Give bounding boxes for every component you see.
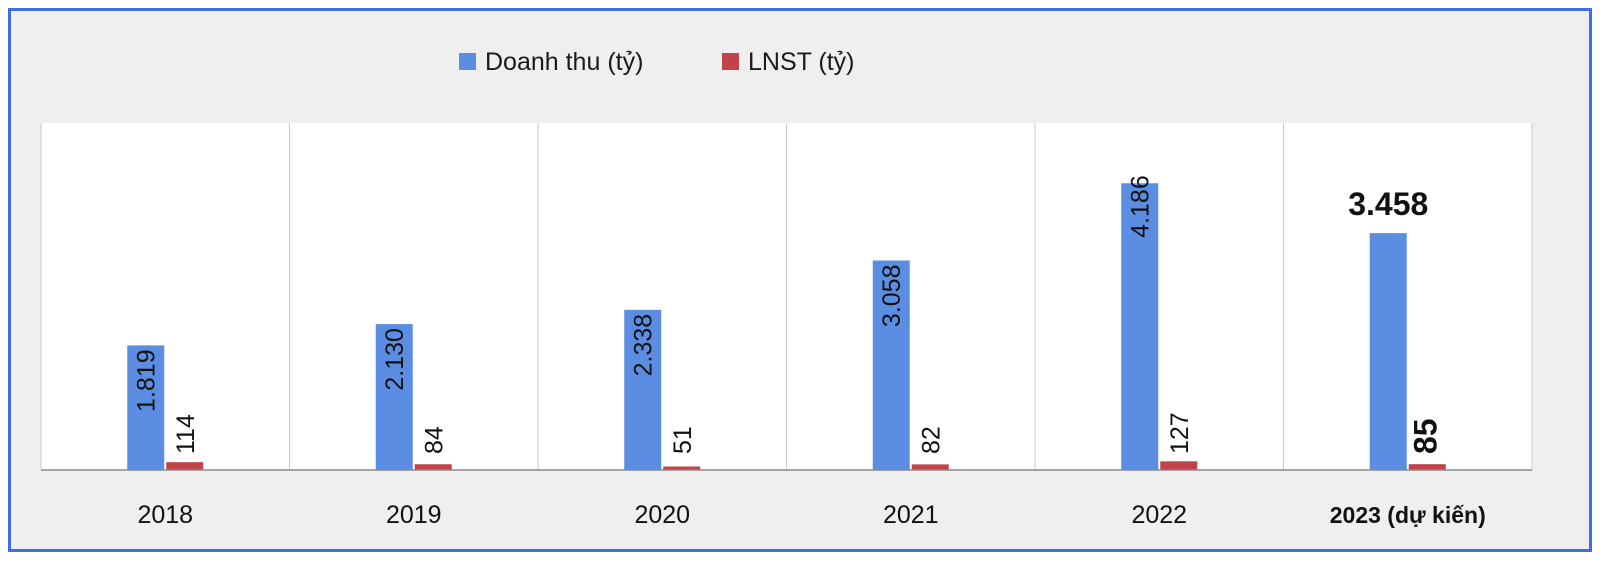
bar-doanh-thu xyxy=(1121,183,1159,470)
bar-doanh-thu xyxy=(375,324,413,470)
bar-lnst xyxy=(911,464,949,470)
x-tick-label: 2023 (dự kiến) xyxy=(1330,502,1486,528)
x-tick-label: 2020 xyxy=(634,501,690,529)
grid-lines xyxy=(40,123,1533,470)
legend-swatch-lnst xyxy=(722,53,739,70)
x-tick-label: 2018 xyxy=(137,501,193,529)
legend-label-doanh-thu: Doanh thu (tỷ) xyxy=(485,48,643,76)
data-labels: 1.819 114 2.130 84 2.338 51 3.058 82 4.186 127 3.4… xyxy=(133,175,1444,454)
x-tick-label: 2019 xyxy=(386,501,442,529)
bar-lnst xyxy=(414,464,452,470)
bar-doanh-thu xyxy=(1369,233,1407,470)
bar-lnst xyxy=(663,466,701,470)
data-label-doanh-thu: 2.130 xyxy=(381,328,409,391)
x-axis-ticks: 2018 2019 2020 2021 2022 2023 (dự kiến) xyxy=(137,501,1485,529)
bar-lnst xyxy=(1160,461,1198,470)
data-label-doanh-thu: 3.458 xyxy=(1348,186,1428,222)
data-label-doanh-thu: 3.058 xyxy=(878,265,906,328)
data-label-lnst: 84 xyxy=(420,426,448,454)
legend: Doanh thu (tỷ) LNST (tỷ) xyxy=(459,48,855,76)
bar-doanh-thu xyxy=(624,309,662,470)
chart-frame: Doanh thu (tỷ) LNST (tỷ) 1.819 114 2.130 84… xyxy=(8,8,1592,552)
bars xyxy=(127,183,1446,470)
bar-doanh-thu xyxy=(127,345,165,470)
x-tick-label: 2022 xyxy=(1131,501,1187,529)
data-label-doanh-thu: 4.186 xyxy=(1127,175,1155,238)
data-label-lnst: 114 xyxy=(172,414,200,454)
bar-lnst xyxy=(1408,464,1446,470)
data-label-lnst: 51 xyxy=(669,426,697,454)
data-label-lnst: 127 xyxy=(1166,412,1194,454)
x-tick-label: 2021 xyxy=(883,501,939,529)
data-label-doanh-thu: 2.338 xyxy=(630,314,658,377)
chart-area: Doanh thu (tỷ) LNST (tỷ) 1.819 114 2.130 84… xyxy=(40,48,1533,529)
data-label-lnst: 85 xyxy=(1407,418,1443,454)
legend-label-lnst: LNST (tỷ) xyxy=(748,48,855,76)
bar-lnst xyxy=(166,462,204,470)
data-label-doanh-thu: 1.819 xyxy=(133,349,161,412)
legend-swatch-doanh-thu xyxy=(459,53,476,70)
bar-doanh-thu xyxy=(872,260,910,470)
data-label-lnst: 82 xyxy=(917,426,945,454)
